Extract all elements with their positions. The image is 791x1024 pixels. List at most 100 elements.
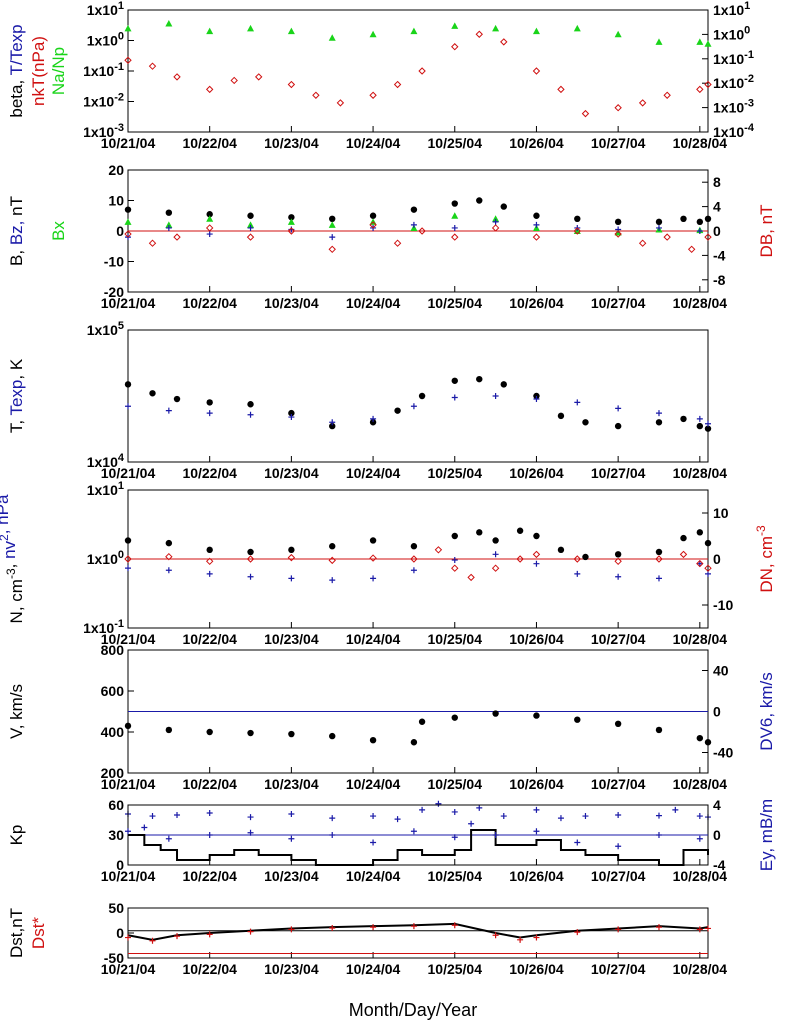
data-point — [614, 422, 622, 430]
data-point — [370, 415, 377, 422]
y-tick-label: 10 — [108, 193, 124, 209]
data-point — [206, 399, 213, 406]
data-point — [369, 537, 377, 544]
data-point — [517, 936, 524, 943]
data-point — [581, 109, 590, 118]
y-tick-label: 800 — [101, 642, 125, 658]
data-point — [696, 218, 704, 226]
x-tick-label: 10/25/04 — [428, 135, 483, 151]
data-point — [704, 425, 712, 432]
x-tick-label: 10/24/04 — [346, 868, 401, 884]
plot-frame — [127, 9, 709, 133]
data-point — [288, 575, 295, 582]
data-point — [410, 403, 417, 410]
data-point — [246, 555, 255, 563]
x-tick-label: 10/25/04 — [428, 776, 483, 792]
data-point — [696, 835, 703, 842]
y-axis-label: B, Bz, nT — [7, 196, 26, 266]
data-point — [419, 806, 426, 813]
data-point — [615, 405, 622, 412]
x-tick-label: 10/27/04 — [591, 868, 646, 884]
data-point — [370, 575, 377, 582]
data-point — [287, 218, 295, 225]
y-tick-label: 1x100 — [87, 31, 124, 49]
data-point — [532, 233, 541, 241]
data-point — [582, 813, 589, 820]
data-point — [369, 419, 377, 426]
y-axis-label: beta, T/Texp — [7, 24, 26, 117]
data-point — [369, 30, 377, 38]
data-point — [410, 555, 418, 563]
data-point — [369, 91, 377, 99]
data-point — [574, 399, 581, 406]
data-point — [582, 419, 589, 426]
data-point — [704, 564, 712, 572]
data-point — [165, 835, 172, 842]
data-point — [394, 816, 401, 823]
data-point — [124, 56, 132, 64]
data-point — [329, 925, 336, 931]
data-point — [533, 828, 540, 835]
data-point — [206, 27, 214, 35]
x-tick-label: 10/22/04 — [182, 961, 237, 977]
y-tick-label: 0 — [116, 857, 124, 873]
data-point — [451, 808, 458, 815]
data-point — [125, 828, 131, 835]
data-point — [418, 227, 426, 235]
data-point — [165, 224, 172, 231]
data-point — [434, 546, 443, 554]
y2-axis-label: DN, cm-3 — [754, 525, 776, 593]
data-point — [533, 806, 540, 813]
data-point — [533, 212, 540, 219]
data-point — [573, 227, 582, 235]
data-point — [574, 839, 581, 846]
data-point — [173, 233, 181, 241]
data-point — [533, 712, 540, 719]
data-point — [557, 546, 565, 554]
y2-tick-label: 40 — [713, 663, 729, 679]
data-point — [638, 99, 647, 107]
panel-beta: 10/21/04 10/22/04 10/23/04 10/24/04 10/25/04… — [7, 0, 755, 151]
panel-Dst: 10/21/04 10/22/04 10/23/04 10/24/04 10/25/04… — [7, 900, 727, 977]
data-point — [704, 215, 712, 222]
data-point — [393, 239, 402, 247]
data-point — [206, 570, 213, 577]
data-point — [125, 934, 131, 941]
y-tick-label: -10 — [104, 254, 124, 270]
y-tick-label: 1x104 — [87, 452, 125, 470]
y-axis-label: Na/Np — [49, 47, 68, 95]
data-point — [574, 929, 581, 936]
data-point — [696, 228, 703, 234]
data-point — [410, 828, 417, 835]
x-tick-label: 10/22/04 — [182, 135, 237, 151]
y-tick-label: 1x10-3 — [83, 122, 124, 140]
data-point — [148, 239, 157, 247]
data-point — [247, 212, 254, 219]
data-point — [615, 573, 622, 580]
x-tick-label: 10/23/04 — [264, 295, 319, 311]
panel-B: 10/21/04 10/22/04 10/23/04 10/24/04 10/25/04… — [7, 162, 776, 311]
data-point — [696, 85, 704, 94]
data-point — [615, 843, 622, 850]
data-point — [206, 215, 214, 222]
x-tick-label: 10/27/04 — [591, 776, 646, 792]
x-tick-label: 10/25/04 — [428, 631, 483, 647]
x-tick-label: 10/26/04 — [509, 295, 564, 311]
x-tick-label: 10/28/04 — [673, 465, 728, 481]
data-point — [247, 814, 254, 821]
data-point — [124, 537, 132, 544]
x-tick-label: 10/21/04 — [101, 135, 156, 151]
x-axis-title: Month/Day/Year — [349, 1000, 477, 1020]
data-point — [165, 726, 173, 734]
panel-Kp: 10/21/04 10/22/04 10/23/04 10/24/04 10/25/04… — [7, 797, 776, 884]
data-point — [410, 221, 417, 228]
data-point — [287, 227, 296, 235]
y-tick-label: 1x100 — [87, 549, 124, 567]
panel-N: 10/21/04 10/22/04 10/23/04 10/24/04 10/25/04… — [0, 480, 776, 647]
data-point — [173, 395, 181, 403]
data-point — [165, 209, 173, 216]
series-blue — [125, 820, 703, 850]
data-point — [533, 221, 540, 228]
data-point — [174, 812, 181, 819]
data-point — [230, 76, 238, 85]
